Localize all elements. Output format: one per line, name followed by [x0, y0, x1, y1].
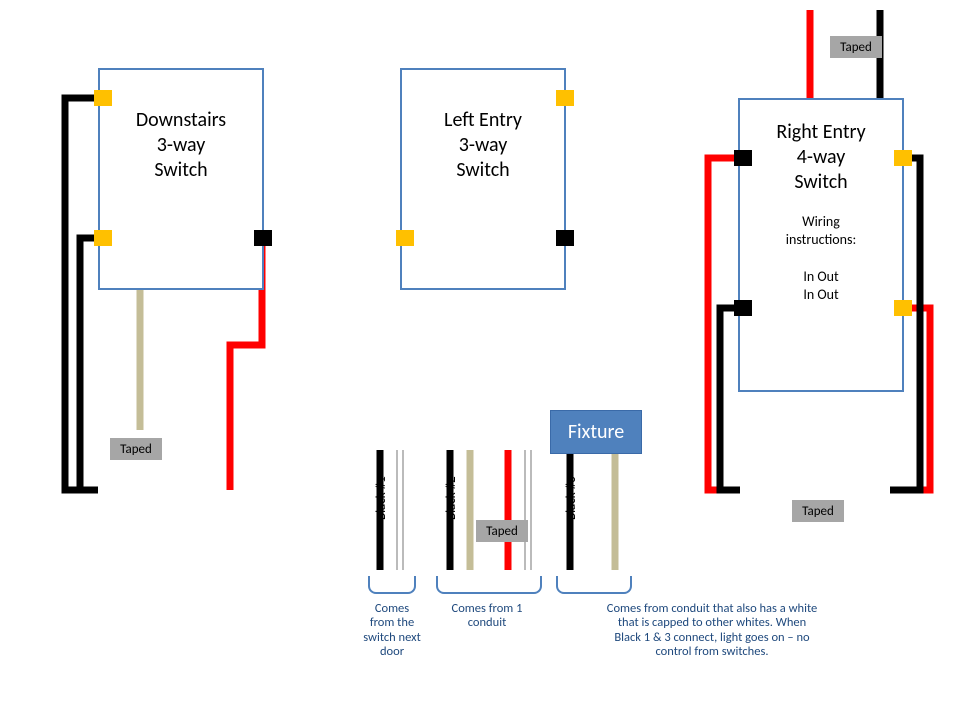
- terminal-right-1: [894, 150, 912, 166]
- tape-label-2: Taped: [792, 500, 844, 522]
- terminal-left-2: [254, 230, 272, 246]
- tape-label-3: Taped: [830, 36, 882, 58]
- wire-label-b3: Black #3: [564, 476, 579, 520]
- wire-label-b2: Black #2: [444, 476, 459, 520]
- switch-right-title: Right Entry 4-way Switch: [740, 100, 902, 195]
- wire-red: [900, 308, 930, 490]
- wire-label-b1: Black #1: [374, 476, 389, 520]
- terminal-middle-0: [556, 90, 574, 106]
- terminal-right-3: [894, 300, 912, 316]
- terminal-right-0: [734, 150, 752, 166]
- wire-black: [720, 308, 740, 490]
- switch-right: Right Entry 4-way Switch Wiring instructi…: [738, 98, 904, 392]
- terminal-right-2: [734, 300, 752, 316]
- terminal-middle-2: [556, 230, 574, 246]
- terminal-left-1: [94, 230, 112, 246]
- switch-right-instructions: Wiring instructions: In Out In Out: [740, 213, 902, 304]
- caption-c1: Comes from the switch next door: [352, 602, 432, 660]
- caption-c3: Comes from conduit that also has a white…: [552, 602, 872, 660]
- caption-c2: Comes from 1 conduit: [432, 602, 542, 631]
- fixture-box: Fixture: [550, 410, 642, 454]
- switch-left-title: Downstairs 3-way Switch: [100, 70, 262, 183]
- brace-2: [556, 576, 632, 594]
- switch-left: Downstairs 3-way Switch: [98, 68, 264, 290]
- brace-0: [368, 576, 416, 594]
- wire-black: [80, 238, 98, 490]
- terminal-middle-1: [396, 230, 414, 246]
- diagram-canvas: Downstairs 3-way Switch Left Entry 3-way …: [0, 0, 960, 720]
- switch-middle: Left Entry 3-way Switch: [400, 68, 566, 290]
- brace-1: [436, 576, 542, 594]
- tape-label-0: Taped: [110, 438, 162, 460]
- terminal-left-0: [94, 90, 112, 106]
- tape-label-1: Taped: [476, 520, 528, 542]
- switch-middle-title: Left Entry 3-way Switch: [402, 70, 564, 183]
